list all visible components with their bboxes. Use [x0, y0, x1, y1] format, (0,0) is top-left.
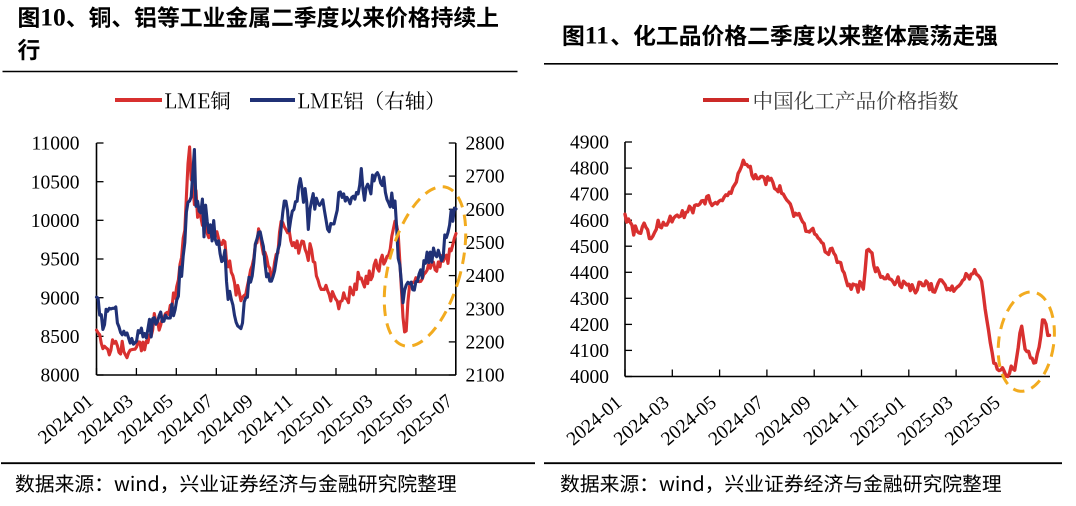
svg-text:2300: 2300 — [466, 299, 505, 320]
svg-text:9000: 9000 — [41, 288, 80, 309]
svg-text:4300: 4300 — [570, 289, 609, 310]
svg-text:4700: 4700 — [570, 185, 609, 206]
svg-text:10000: 10000 — [31, 211, 80, 232]
svg-text:4900: 4900 — [570, 133, 609, 154]
svg-text:2200: 2200 — [466, 333, 505, 354]
svg-text:2500: 2500 — [466, 233, 505, 254]
svg-text:2700: 2700 — [466, 167, 505, 188]
svg-text:2100: 2100 — [466, 366, 505, 387]
svg-text:11: 11 — [585, 21, 609, 50]
svg-text:4200: 4200 — [570, 315, 609, 336]
svg-text:2400: 2400 — [466, 266, 505, 287]
svg-text:4600: 4600 — [570, 211, 609, 232]
svg-text:9500: 9500 — [41, 250, 80, 271]
svg-text:11000: 11000 — [31, 134, 79, 155]
svg-text:2800: 2800 — [466, 134, 505, 155]
svg-text:2600: 2600 — [466, 200, 505, 221]
svg-text:4800: 4800 — [570, 159, 609, 180]
svg-text:4400: 4400 — [570, 263, 609, 284]
svg-text:4000: 4000 — [570, 367, 609, 388]
svg-text:10500: 10500 — [31, 172, 80, 193]
svg-text:8500: 8500 — [41, 327, 80, 348]
svg-text:4500: 4500 — [570, 237, 609, 258]
svg-text:4100: 4100 — [570, 341, 609, 362]
svg-text:10: 10 — [40, 2, 66, 31]
svg-text:8000: 8000 — [41, 366, 80, 387]
